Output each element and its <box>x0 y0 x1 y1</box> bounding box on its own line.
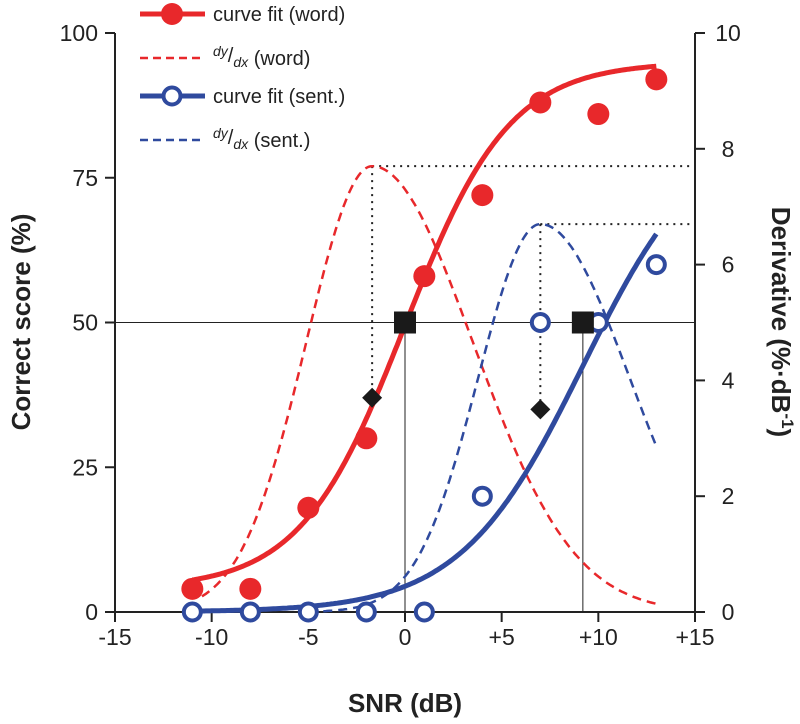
data-point-word <box>471 184 494 207</box>
y-right-tick-label: 4 <box>722 367 735 393</box>
inflection-diamond-marker <box>530 399 551 420</box>
x-tick-label: -15 <box>98 624 131 650</box>
data-point-word <box>181 577 204 600</box>
legend-label-word_fit: curve fit (word) <box>213 4 345 26</box>
derivative-curve-sent <box>308 222 658 613</box>
y-axis-title-right: Derivative (%·dB-1) <box>766 207 797 437</box>
data-point-word <box>529 91 552 114</box>
data-point-sent <box>529 312 551 333</box>
y-right-tick-label: 10 <box>715 20 741 46</box>
y-right-tick-label: 2 <box>722 483 735 509</box>
data-point-sent <box>471 485 493 507</box>
midpoint-square-marker <box>394 311 416 334</box>
legend-label-sent_deriv: dy/dx (sent.) <box>213 125 310 152</box>
legend-label-sent_fit: curve fit (sent.) <box>213 86 345 108</box>
y-left-tick-label: 0 <box>85 599 98 625</box>
y-left-tick-label: 25 <box>72 454 98 480</box>
data-point-sent <box>645 254 667 276</box>
x-tick-label: +15 <box>675 624 714 650</box>
legend-marker-word_fit <box>161 3 183 25</box>
x-tick-label: +10 <box>579 624 618 650</box>
x-tick-label: -10 <box>195 624 228 650</box>
data-point-sent <box>297 601 319 623</box>
inflection-diamond-marker <box>362 387 383 408</box>
x-tick-label: -5 <box>298 624 318 650</box>
data-point-word <box>239 577 262 600</box>
legend-marker-sent_fit <box>161 85 183 107</box>
midpoint-square-marker <box>571 311 594 334</box>
derivative-curve-word <box>201 164 657 606</box>
plot-layer: -15 -10 -5 0 +5 +10 +15 0 25 50 75 100 0 2 4 6 8 10 <box>60 20 741 650</box>
y-right-tick-label: 0 <box>722 599 735 625</box>
y-axis-title-left: Correct score (%) <box>6 214 36 431</box>
y-left-tick-label: 75 <box>72 165 98 191</box>
data-point-word <box>413 265 436 288</box>
data-point-sent <box>355 601 377 623</box>
legend: curve fit (word) dy/dx (word) curve fit (s… <box>140 3 345 152</box>
legend-label-word_deriv: dy/dx (word) <box>213 43 310 70</box>
data-point-sent <box>413 601 435 623</box>
x-tick-label: +5 <box>489 624 515 650</box>
data-point-word <box>587 103 610 126</box>
x-axis-title: SNR (dB) <box>348 688 462 718</box>
data-point-sent <box>239 601 261 623</box>
data-point-word <box>297 496 320 519</box>
y-right-tick-label: 8 <box>722 136 735 162</box>
x-tick-label: 0 <box>399 624 412 650</box>
y-left-tick-label: 100 <box>60 20 98 46</box>
fit-curve-sent <box>192 232 659 614</box>
y-right-tick-label: 6 <box>722 252 735 278</box>
data-point-sent <box>181 601 203 623</box>
data-point-word <box>645 68 668 91</box>
y-left-tick-label: 50 <box>72 310 98 336</box>
data-point-word <box>355 427 378 450</box>
